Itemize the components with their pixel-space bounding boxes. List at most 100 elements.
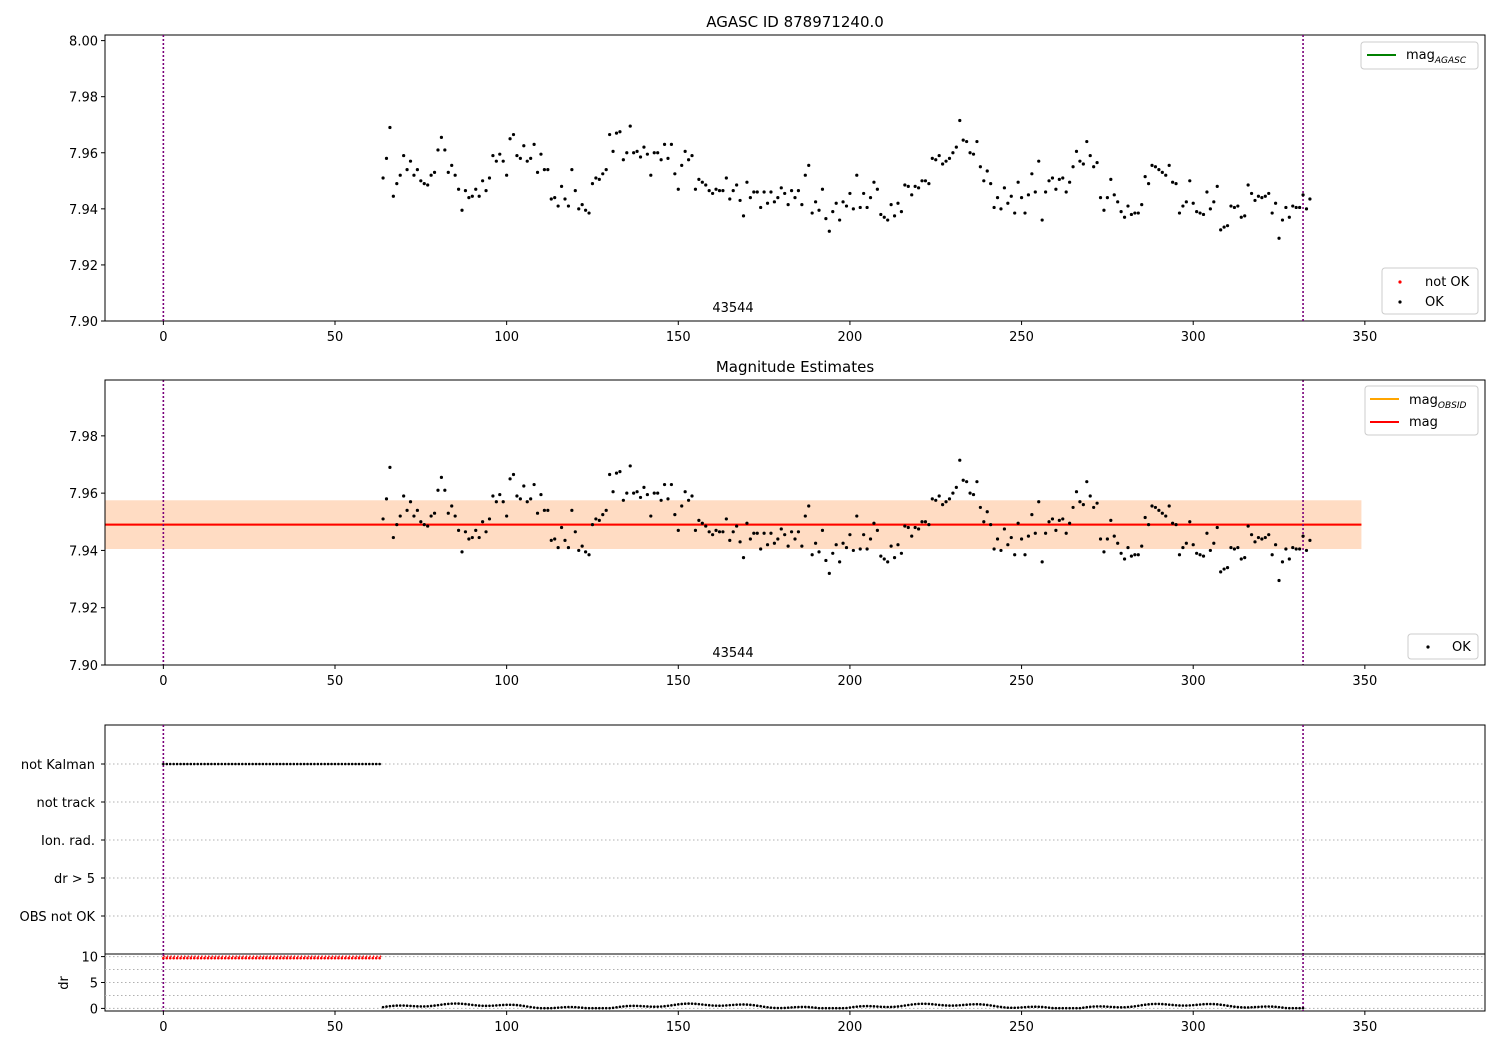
agasc-mag-point	[999, 207, 1003, 211]
dr-not-ok-point	[350, 956, 354, 960]
dr-ok-point	[735, 1003, 738, 1006]
agasc-mag-point	[807, 163, 811, 167]
agasc-mag-point	[1212, 200, 1216, 204]
agasc-mag-point	[741, 214, 746, 218]
dr-ok-point	[1154, 1002, 1157, 1006]
dr-ok-point	[570, 1005, 574, 1009]
agasc-mag-point	[1236, 204, 1240, 208]
dr-not-ok-point	[378, 956, 381, 960]
dr-ok-point	[405, 1004, 409, 1008]
dr-not-ok-point	[319, 956, 323, 960]
estimate-mag-point	[961, 478, 965, 482]
agasc-mag-point	[1253, 198, 1257, 203]
dr-not-ok-point	[180, 955, 183, 957]
dr-not-ok-point	[199, 956, 203, 960]
not-kalman-flag-point	[309, 762, 313, 766]
dr-ok-point	[838, 1006, 841, 1010]
agasc-mag-point	[779, 186, 783, 190]
estimate-mag-point	[817, 550, 821, 554]
dr-ok-point	[955, 1004, 958, 1007]
y-tick-label: 7.90	[69, 659, 98, 674]
estimate-mag-point	[1243, 555, 1247, 560]
dr-obs-boundaries	[162, 954, 1304, 1011]
estimate-mag-point	[927, 523, 931, 527]
x-tick-label: 50	[327, 1020, 344, 1035]
estimate-mag-point	[796, 530, 801, 534]
not-kalman-flag-point	[237, 762, 241, 766]
estimate-mag-point	[824, 558, 828, 563]
agasc-mag-point	[1129, 212, 1134, 217]
not-kalman-flag-point	[313, 762, 316, 766]
dr-ok-point	[793, 1005, 797, 1009]
estimate-mag-point	[848, 533, 852, 537]
estimate-mag-point	[601, 513, 605, 517]
agasc-mag-point	[1013, 211, 1017, 215]
estimate-mag-point	[947, 497, 952, 501]
estimate-mag-point	[1174, 523, 1178, 527]
not-kalman-flag-point	[361, 762, 364, 766]
agasc-mag-point	[995, 196, 1000, 200]
estimate-mag-point	[539, 492, 543, 497]
agasc-mag-point	[1280, 218, 1285, 222]
estimate-mag-point	[494, 500, 498, 504]
dr-ok-point	[975, 1002, 979, 1006]
estimate-mag-point	[800, 544, 804, 548]
dr-not-ok-point	[268, 956, 272, 960]
estimate-mag-point	[1191, 543, 1195, 547]
dr-ok-point	[663, 1004, 666, 1008]
estimate-mag-point	[391, 535, 395, 540]
estimate-mag-point	[1047, 520, 1051, 524]
agasc-mag-point	[1301, 193, 1305, 197]
dr-not-ok-point	[304, 955, 306, 957]
dr-ok-point	[1116, 1005, 1119, 1009]
agasc-mag-point	[1088, 153, 1092, 158]
agasc-mag-point	[1140, 203, 1144, 207]
estimate-mag-point	[439, 475, 444, 479]
estimate-mag-point	[844, 545, 849, 550]
dr-not-ok-point	[235, 955, 238, 957]
dr-ok-point	[632, 1004, 635, 1008]
dr-ok-point	[587, 1006, 591, 1010]
dr-ok-point	[525, 1005, 529, 1008]
x-tick-label: 300	[1181, 1020, 1206, 1035]
dr-ok-point	[1023, 1005, 1027, 1009]
dr-ok-point	[1202, 1002, 1205, 1006]
estimate-mag-point	[916, 527, 921, 531]
estimate-mag-point	[735, 524, 739, 528]
dr-ok-point	[477, 1004, 481, 1007]
dr-ok-point	[742, 1003, 745, 1006]
estimate-mag-point	[724, 517, 728, 521]
agasc-mag-point	[875, 187, 879, 191]
flag-category-label: not Kalman	[21, 758, 95, 773]
agasc-mag-point	[559, 184, 564, 189]
agasc-mag-point	[971, 152, 976, 156]
agasc-mag-point	[628, 124, 632, 128]
dr-not-ok-point	[187, 955, 189, 957]
dr-ok-point	[549, 1006, 553, 1010]
not-kalman-flag-point	[230, 762, 234, 766]
agasc-mag-point	[1078, 159, 1082, 163]
agasc-mag-point	[765, 201, 770, 205]
not-kalman-flag-point	[271, 762, 275, 766]
estimate-mag-point	[673, 513, 677, 517]
estimate-mag-point	[813, 541, 818, 545]
dr-ok-point	[1205, 1002, 1209, 1006]
x-tick-label: 150	[666, 1020, 691, 1035]
agasc-mag-point	[961, 138, 965, 142]
dr-not-ok-point	[362, 955, 365, 957]
dr-ok-point	[666, 1004, 670, 1008]
agasc-mag-point	[518, 156, 522, 160]
estimate-mag-point	[426, 524, 430, 528]
dr-ok-point	[398, 1004, 402, 1007]
dr-ok-point	[1246, 1006, 1250, 1009]
agasc-mag-point	[508, 137, 512, 141]
dr-ok-point	[848, 1006, 852, 1009]
dr-not-ok-point	[238, 955, 241, 957]
dr-not-ok-point	[335, 955, 337, 957]
agasc-mag-point	[913, 184, 917, 189]
agasc-mag-point	[745, 180, 749, 184]
agasc-mag-point	[583, 208, 588, 212]
dr-ok-point	[453, 1002, 457, 1005]
dr-ok-point	[714, 1004, 718, 1007]
dr-ok-point	[749, 1003, 752, 1007]
